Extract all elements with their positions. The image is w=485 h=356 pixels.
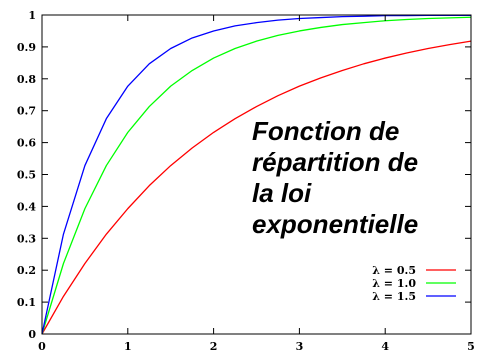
y-tick-label: 0.9: [17, 41, 36, 54]
y-tick-label: 0.1: [17, 296, 36, 309]
x-tick-label: 3: [296, 340, 304, 353]
x-tick-label: 5: [467, 340, 475, 353]
ticks-layer: 0 0.1 0.2 0.3 0.4 0.5 0.6 0.7 0.8 0.9 1 0 1 2 3 4 5: [17, 9, 475, 353]
y-tick-label: 0.6: [17, 137, 36, 150]
x-tick-label: 0: [38, 340, 46, 353]
annotation-line-2: répartition de: [252, 147, 419, 177]
y-tick-label: 0.4: [17, 200, 36, 213]
y-tick-label: 0.2: [17, 264, 36, 277]
legend-label-3: λ = 1.5: [372, 290, 416, 303]
y-tick-label: 1: [28, 9, 36, 22]
chart-annotation: Fonction de répartition de la loi expone…: [252, 116, 480, 240]
annotation-line-1: Fonction de: [252, 116, 400, 146]
legend: λ = 0.5λ = 1.0λ = 1.5: [372, 264, 456, 303]
x-tick-label: 4: [381, 340, 389, 353]
series-line-3: [41, 14, 471, 335]
annotation-line-3: la loi: [252, 178, 312, 208]
series-line-2: [41, 16, 472, 335]
series-line-1: [41, 40, 472, 335]
x-tick-label: 1: [124, 340, 132, 353]
y-tick-label: 0.5: [17, 169, 36, 182]
annotation-line-4: exponentielle: [252, 209, 419, 239]
y-tick-label: 0.7: [17, 105, 36, 118]
y-tick-label: 0.3: [17, 232, 36, 245]
series-layer: [41, 14, 472, 335]
legend-label-2: λ = 1.0: [372, 277, 416, 290]
y-tick-label: 0: [28, 328, 36, 341]
legend-label-1: λ = 0.5: [372, 264, 416, 277]
y-tick-label: 0.8: [17, 73, 36, 86]
x-tick-label: 2: [210, 340, 218, 353]
